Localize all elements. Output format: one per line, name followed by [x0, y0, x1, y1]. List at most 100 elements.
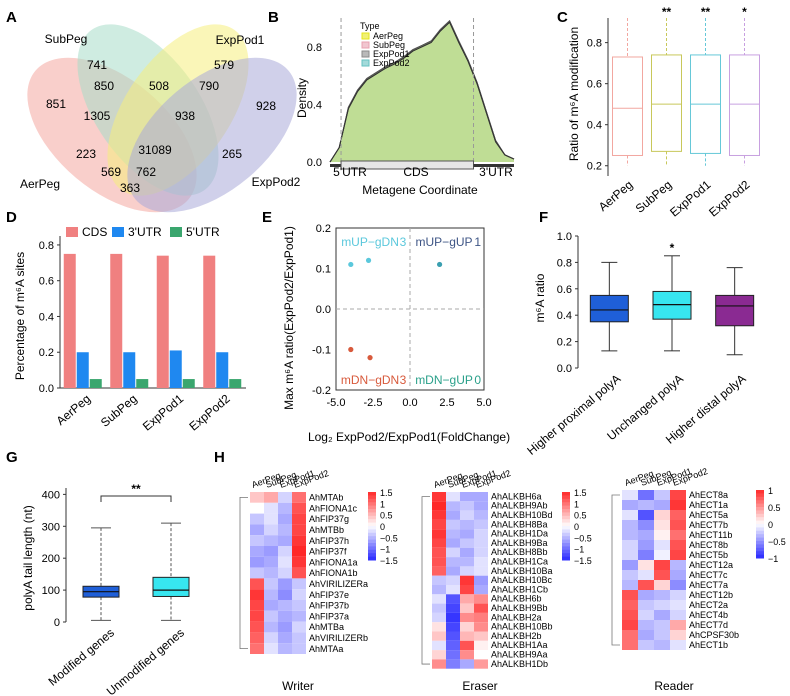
heatmap-cell: [250, 524, 264, 536]
heatmap-row-label: AhECT5b: [689, 550, 728, 560]
heatmap-cell: [622, 500, 638, 510]
g-box: [152, 576, 190, 597]
heatmap-cell: [278, 524, 292, 536]
heatmap-row-label: AhECT4b: [689, 610, 728, 620]
f-ytick-label: 1.0: [557, 231, 572, 243]
b-ylabel: Density: [295, 78, 309, 118]
heatmap-cell: [278, 578, 292, 590]
d-legend-label: 3'UTR: [128, 225, 162, 239]
heatmap-cell: [446, 557, 460, 567]
heatmap-cell: [670, 520, 686, 530]
heatmap-cell: [250, 556, 264, 568]
heatmap-row-label: AhFIONA1b: [309, 568, 358, 578]
heatmap-legend-step: [562, 505, 570, 510]
heatmap-row-label: AhECT7a: [689, 580, 728, 590]
heatmap-cell: [446, 640, 460, 651]
heatmap-cell: [460, 529, 474, 539]
venn-count: 938: [175, 109, 195, 123]
g-ytick-label: 100: [42, 585, 60, 597]
venn-set-label: ExpPod1: [216, 33, 265, 47]
heatmap-cell: [446, 547, 460, 558]
heatmap-legend-step: [562, 515, 570, 520]
heatmap-cell: [670, 550, 686, 560]
heatmap-legend-step: [562, 549, 570, 554]
b-legend-label: ExpPod1: [373, 49, 410, 59]
heatmap-dendrogram: [239, 497, 248, 649]
f-box: [589, 294, 629, 323]
e-quadrant-label: mDN−gUP: [415, 373, 473, 387]
d-legend-swatch: [170, 227, 182, 237]
heatmap-cell: [622, 640, 638, 650]
heatmap-legend-step: [368, 553, 376, 558]
heatmap-legend-step: [562, 498, 570, 503]
d-category-label: SubPeg: [98, 392, 140, 430]
heatmap-cell: [278, 632, 292, 644]
heatmap-cell: [432, 650, 446, 660]
c-box-subpeg: [651, 54, 682, 152]
heatmap-cell: [264, 621, 278, 633]
heatmap-cell: [460, 492, 474, 502]
heatmap-legend-step: [368, 536, 376, 541]
metagene-plot-area: 0.0 0.4 0.8: [307, 18, 515, 170]
heatmap-cell: [432, 529, 446, 539]
heatmap-legend-step: [756, 537, 764, 542]
heatmap-legend-step: [368, 543, 376, 547]
b-legend-swatch: [361, 59, 370, 67]
heatmap-cell: [474, 603, 488, 613]
heatmap-cell: [278, 535, 292, 546]
heatmap-cell: [292, 643, 306, 654]
heatmap-cell: [638, 600, 654, 610]
heatmap-cell: [670, 540, 686, 550]
heatmap-cell: [654, 640, 670, 650]
heatmap-row-label: AhALKBH9Ba: [491, 538, 548, 548]
e-quadrant-label: mDN−gDN: [341, 373, 399, 387]
venn-count: 762: [136, 165, 156, 179]
panel-e-scatter: E -5.0 -2.5 0.0 2.5 5.0 -0.2 -0.1 0.0 0.1 0.2 mUP−…: [262, 209, 510, 444]
heatmap-row-label: AhFIP37a: [309, 611, 349, 621]
heatmap-cell: [460, 594, 474, 604]
heatmap-legend-step: [756, 496, 764, 501]
heatmap-legend-label: 1: [574, 499, 579, 509]
heatmap-cell: [638, 590, 654, 600]
heatmap-row-label: AhMTBa: [309, 622, 344, 632]
panel-d-bars: D 0.0 0.2 0.4 0.6 0.8 AerPeg SubPeg ExpPod1 ExpP…: [6, 209, 246, 434]
heatmap-legend-step: [756, 524, 764, 528]
heatmap-row-label: AhFIP37h: [309, 536, 349, 546]
heatmap-cell: [250, 621, 264, 633]
d-bar-cds: [63, 253, 76, 388]
heatmap-cell: [292, 492, 306, 503]
heatmap-row-label: AhCPSF30b: [689, 630, 739, 640]
heatmap-legend-label: −0.5: [768, 537, 786, 547]
heatmap-legend-step: [368, 505, 376, 510]
panel-g-letter: G: [6, 449, 18, 466]
heatmap-cell: [638, 510, 654, 520]
heatmap-cell: [622, 540, 638, 550]
d-legend-label: CDS: [82, 225, 107, 239]
heatmap-cell: [264, 578, 278, 590]
e-quadrant-count: 3: [400, 373, 407, 387]
heatmap-cell: [264, 643, 278, 654]
heatmap-legend-label: 0: [380, 522, 385, 532]
heatmap-row-label: AhVIRILIZERb: [309, 633, 368, 643]
heatmap-cell: [474, 510, 488, 520]
venn-set-label: SubPeg: [45, 32, 88, 46]
heatmap-legend-step: [562, 529, 570, 534]
b-legend-label: AerPeg: [373, 31, 403, 41]
b-legend-swatch: [361, 50, 370, 58]
e-point: [348, 346, 354, 353]
heatmap-legend-step: [368, 495, 376, 500]
heatmap-legend-step: [756, 541, 764, 545]
heatmap-legend-step: [368, 539, 376, 544]
d-bar-5utr: [89, 379, 102, 388]
heatmap-cell: [474, 538, 488, 548]
venn-count: 569: [101, 165, 121, 179]
heatmap-cell: [474, 529, 488, 539]
d-ytick-label: 0.0: [39, 383, 54, 395]
heatmap-title: Eraser: [462, 679, 497, 693]
e-quadrant-count: 1: [474, 235, 481, 249]
g-ytick-label: 400: [42, 489, 60, 501]
heatmap-cell: [460, 557, 474, 567]
heatmap-legend-label: 1: [768, 486, 773, 496]
heatmap-row-label: AhECT2a: [689, 600, 728, 610]
